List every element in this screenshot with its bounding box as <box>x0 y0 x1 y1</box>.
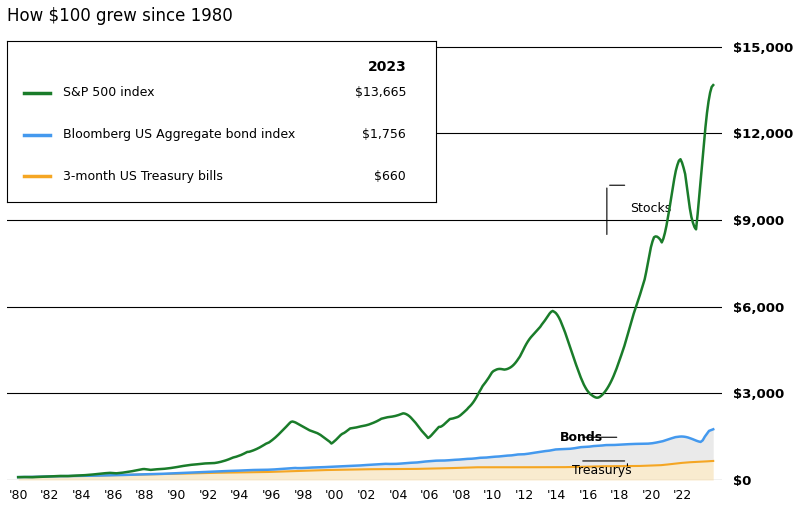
Text: Stocks: Stocks <box>630 202 672 215</box>
Text: How $100 grew since 1980: How $100 grew since 1980 <box>7 7 233 25</box>
Text: Treasurys: Treasurys <box>572 464 632 477</box>
Text: Bonds: Bonds <box>559 431 602 444</box>
